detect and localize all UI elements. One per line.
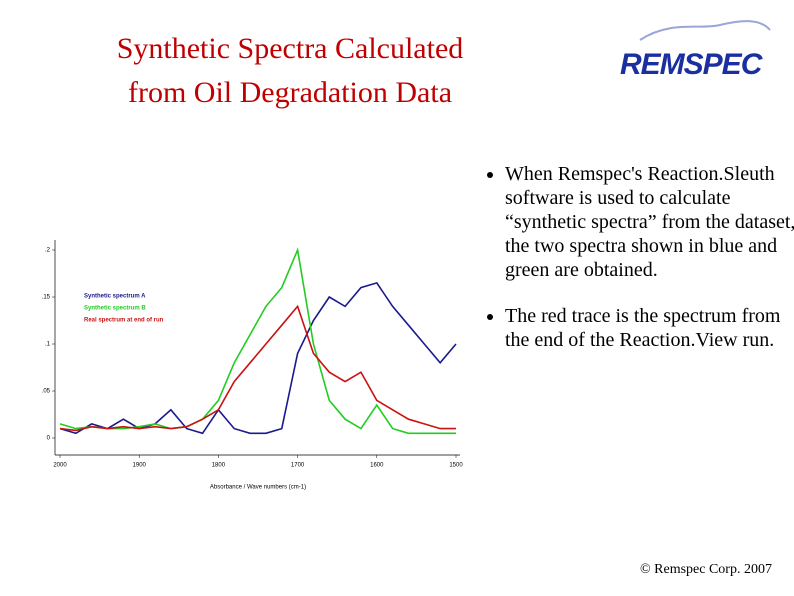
x-axis-label: Absorbance / Wave numbers (cm-1)	[210, 485, 306, 491]
bullet: When Remspec's Reaction.Sleuth software …	[505, 162, 794, 282]
x-tick-label: 1600	[370, 463, 384, 469]
y-tick-label: .2	[45, 248, 51, 254]
y-tick-label: .15	[42, 295, 51, 301]
legend-entry: Real spectrum at end of run	[84, 318, 164, 324]
logo: REMSPEC	[620, 48, 762, 81]
y-tick-label: .1	[45, 342, 51, 348]
series-line	[59, 247, 456, 435]
x-tick-label: 1500	[449, 463, 463, 469]
slide-title: Synthetic Spectra Calculated	[116, 32, 464, 65]
series-line	[59, 304, 456, 432]
legend-entry: Synthetic spectrum B	[84, 306, 146, 312]
bullet-list: When Remspec's Reaction.Sleuth software …	[480, 162, 794, 374]
legend-entry: Synthetic spectrum A	[84, 294, 146, 300]
x-tick-label: 2000	[53, 463, 67, 469]
series-line	[59, 281, 457, 435]
x-tick-label: 1800	[212, 463, 226, 469]
footer: © Remspec Corp. 2007	[640, 562, 772, 577]
bullet: The red trace is the spectrum from the e…	[505, 304, 794, 352]
slide-title: from Oil Degradation Data	[127, 76, 453, 109]
x-tick-label: 1700	[291, 463, 305, 469]
y-tick-label: 0	[47, 436, 51, 442]
x-tick-label: 1900	[133, 463, 147, 469]
y-tick-label: .05	[42, 389, 51, 395]
